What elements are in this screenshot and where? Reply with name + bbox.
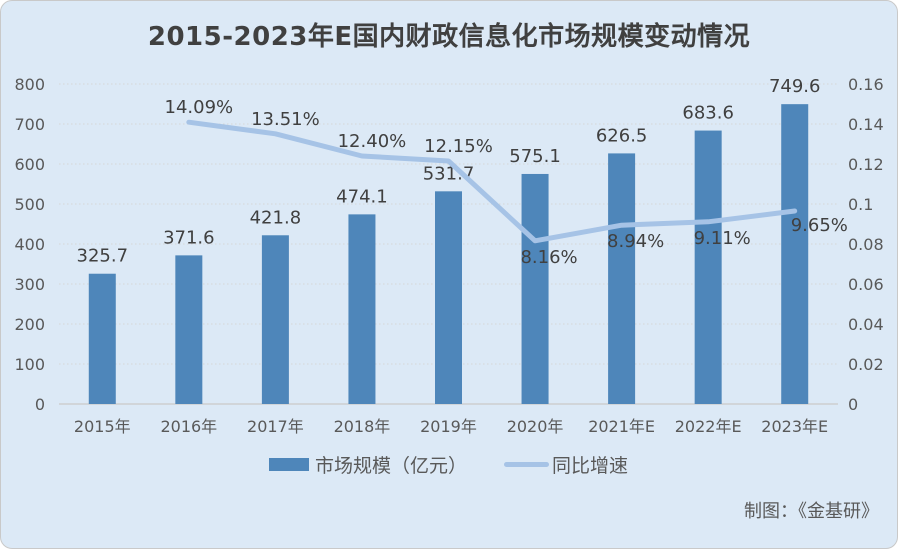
bar: [88, 273, 116, 404]
bar: [435, 191, 462, 404]
y-right-tick-label: 0.14: [848, 115, 884, 134]
bar-series: [88, 104, 809, 404]
bar-value-label: 421.8: [250, 207, 302, 228]
y-axis-right-labels: 0 0.02 0.04 0.06 0.08 0.1 0.12 0.14 0.16: [848, 75, 884, 414]
y-left-tick-label: 700: [14, 115, 45, 134]
y-left-tick-label: 600: [14, 155, 45, 174]
y-axis-left-labels: 0 100 200 300 400 500 600 700 800: [14, 75, 45, 414]
bar: [608, 153, 636, 404]
credit-text: 制图：《金基研》: [744, 501, 879, 522]
x-axis-labels: 2015年 2016年 2017年 2018年 2019年 2020年 2021年E 2022…: [74, 417, 828, 436]
y-right-tick-label: 0: [848, 395, 858, 414]
bar-series-swatch: [268, 458, 309, 471]
bar: [694, 130, 722, 404]
y-right-tick-label: 0.1: [848, 195, 873, 214]
line-value-label: 9.65%: [791, 215, 848, 236]
x-tick-label: 2019年: [420, 417, 477, 436]
x-tick-label: 2022年E: [675, 417, 742, 436]
bar-value-label: 575.1: [509, 146, 561, 167]
line-series: [186, 119, 798, 244]
bar-value-label: 626.5: [596, 125, 648, 146]
bar-value-label: 325.7: [77, 246, 129, 267]
chart-title: 2015-2023年E国内财政信息化市场规模变动情况: [147, 22, 751, 52]
bar: [261, 235, 289, 404]
bar: [521, 173, 549, 404]
legend-item-market-size: 市场规模（亿元）: [268, 451, 467, 478]
y-left-tick-label: 100: [14, 355, 45, 374]
y-left-tick-label: 300: [14, 275, 45, 294]
y-left-tick-label: 500: [14, 195, 45, 214]
bar-value-labels: 325.7 371.6 421.8 474.1 531.7 575.1 626.5 683.6…: [77, 76, 821, 267]
y-right-tick-label: 0.02: [848, 355, 884, 374]
y-left-tick-label: 200: [14, 315, 45, 334]
y-left-tick-label: 400: [14, 235, 45, 254]
line-value-label: 14.09%: [165, 97, 234, 118]
chart-legend: 市场规模（亿元） 同比增速: [59, 451, 838, 478]
line-value-labels: 14.09% 13.51% 12.40% 12.15% 8.16% 8.94% 9.11% 9…: [165, 97, 848, 268]
line-value-label: 12.40%: [338, 131, 407, 152]
y-right-tick-label: 0.08: [848, 235, 884, 254]
x-tick-label: 2023年E: [761, 417, 828, 436]
bar-value-label: 683.6: [682, 103, 734, 124]
bar-series-label: 市场规模（亿元）: [314, 455, 467, 477]
line-value-label: 8.16%: [520, 247, 577, 268]
y-left-tick-label: 800: [14, 75, 45, 94]
bar: [781, 104, 809, 404]
y-left-tick-label: 0: [35, 395, 45, 414]
x-tick-label: 2020年: [507, 417, 564, 436]
bar-value-label: 531.7: [423, 163, 475, 184]
line-value-label: 8.94%: [607, 231, 664, 252]
x-tick-label: 2017年: [247, 417, 304, 436]
bar-value-label: 749.6: [769, 76, 821, 97]
line-value-label: 13.51%: [251, 109, 320, 130]
bar-value-label: 371.6: [163, 227, 215, 248]
y-right-tick-label: 0.06: [848, 275, 884, 294]
bar-value-label: 474.1: [336, 186, 388, 207]
line-value-label: 9.11%: [694, 228, 751, 249]
y-right-tick-label: 0.16: [848, 75, 884, 94]
growth-line: [186, 119, 798, 244]
x-tick-label: 2015年: [74, 417, 131, 436]
y-right-tick-label: 0.04: [848, 315, 884, 334]
x-tick-label: 2021年E: [588, 417, 655, 436]
y-right-tick-label: 0.12: [848, 155, 884, 174]
bar: [175, 255, 203, 404]
bar: [348, 214, 376, 404]
line-series-swatch: [504, 462, 549, 467]
x-tick-label: 2016年: [160, 417, 217, 436]
legend-item-growth-rate: 同比增速: [504, 451, 628, 478]
x-tick-label: 2018年: [334, 417, 391, 436]
line-value-label: 12.15%: [424, 136, 493, 157]
line-series-label: 同比增速: [552, 455, 629, 477]
